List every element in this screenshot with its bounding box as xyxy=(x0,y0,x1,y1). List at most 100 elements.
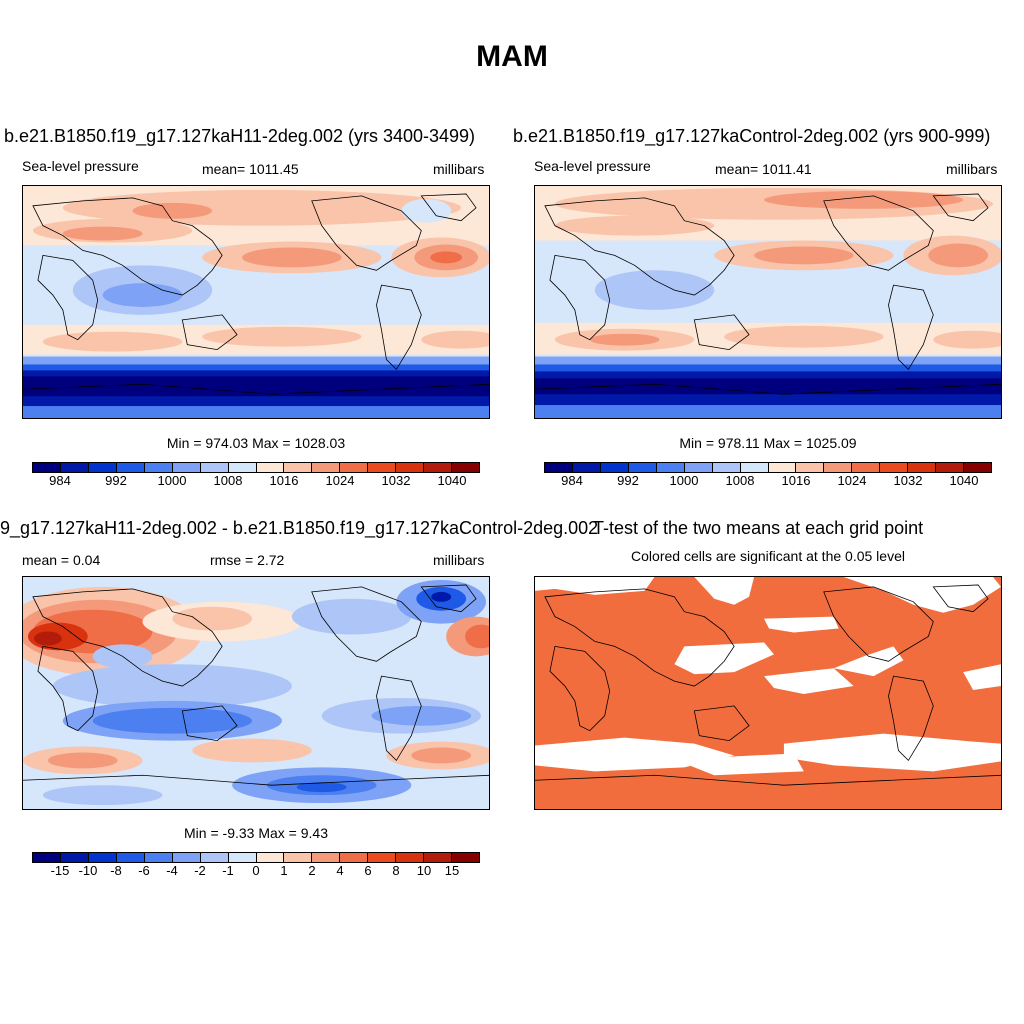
colorbar-swatch xyxy=(600,463,629,472)
colorbar-swatch xyxy=(740,463,769,472)
colorbar-tick-label: 0 xyxy=(252,863,260,878)
panel2-colorbar-wrap: 984 992 1000 1008 1016 1024 1032 1040 xyxy=(544,462,992,489)
colorbar-swatch xyxy=(368,853,397,862)
colorbar-swatch xyxy=(256,463,285,472)
colorbar-swatch xyxy=(340,853,369,862)
panel2-map xyxy=(534,185,1002,419)
colorbar-swatch xyxy=(712,463,741,472)
colorbar-swatch xyxy=(33,853,61,862)
colorbar-tick-label: 984 xyxy=(49,473,71,488)
colorbar-swatch xyxy=(796,463,825,472)
colorbar-tick-label: 992 xyxy=(105,473,127,488)
panel3-colorbar xyxy=(32,852,480,863)
colorbar-swatch xyxy=(60,463,89,472)
colorbar-tick-label: 1032 xyxy=(381,473,411,488)
colorbar-swatch xyxy=(33,463,61,472)
panel2-colorbar xyxy=(544,462,992,473)
panel3-minmax: Min = -9.33 Max = 9.43 xyxy=(184,825,328,841)
colorbar-swatch xyxy=(256,853,285,862)
colorbar-tick-label: -15 xyxy=(50,863,70,878)
colorbar-tick-label: 984 xyxy=(561,473,583,488)
panel1-minmax: Min = 974.03 Max = 1028.03 xyxy=(166,435,346,451)
significance-fill xyxy=(535,577,1001,809)
colorbar-swatch xyxy=(88,853,117,862)
colorbar-swatch xyxy=(368,463,397,472)
colorbar-swatch xyxy=(684,463,713,472)
colorbar-swatch xyxy=(424,463,453,472)
colorbar-swatch xyxy=(628,463,657,472)
colorbar-swatch xyxy=(200,853,229,862)
panel1-left-label: Sea-level pressure xyxy=(22,158,139,174)
colorbar-swatch xyxy=(284,463,313,472)
colorbar-swatch xyxy=(396,853,425,862)
colorbar-tick-label: 1008 xyxy=(725,473,755,488)
colorbar-swatch xyxy=(572,463,601,472)
panel1-map xyxy=(22,185,490,419)
colorbar-tick-label: 15 xyxy=(444,863,460,878)
colorbar-tick-label: 4 xyxy=(336,863,344,878)
colorbar-swatch xyxy=(200,463,229,472)
colorbar-tick-label: 1008 xyxy=(213,473,243,488)
colorbar-swatch xyxy=(824,463,853,472)
panel2-left-label: Sea-level pressure xyxy=(534,158,651,174)
panel3-map xyxy=(22,576,490,810)
colorbar-tick-label: 1024 xyxy=(837,473,867,488)
colorbar-swatch xyxy=(768,463,797,472)
panel3-rmse: rmse = 2.72 xyxy=(210,552,285,568)
colorbar-swatch xyxy=(452,853,479,862)
colorbar-tick-label: 6 xyxy=(364,863,372,878)
panel2-minmax: Min = 978.11 Max = 1025.09 xyxy=(679,435,857,451)
panel3-colorbar-ticks: -15 -10 -8 -6 -4 -2 -1 0 1 2 4 6 8 10 15 xyxy=(32,863,480,879)
panel4-title: T-test of the two means at each grid poi… xyxy=(593,518,924,538)
colorbar-tick-label: 1 xyxy=(280,863,288,878)
colorbar-tick-label: 8 xyxy=(392,863,400,878)
colorbar-tick-label: 1016 xyxy=(781,473,811,488)
colorbar-swatch xyxy=(284,853,313,862)
colorbar-swatch xyxy=(88,463,117,472)
colorbar-swatch xyxy=(228,853,257,862)
colorbar-tick-label: -10 xyxy=(78,863,98,878)
colorbar-tick-label: 10 xyxy=(416,863,432,878)
panel2-mean: mean= 1011.41 xyxy=(715,161,812,177)
colorbar-tick-label: 1040 xyxy=(949,473,979,488)
panel1-colorbar-wrap: 984 992 1000 1008 1016 1024 1032 1040 xyxy=(32,462,480,489)
panel4-subtitle: Colored cells are significant at the 0.0… xyxy=(631,548,905,564)
panel1-colorbar xyxy=(32,462,480,473)
panel2-title: b.e21.B1850.f19_g17.127kaControl-2deg.00… xyxy=(513,126,991,146)
colorbar-tick-label: -8 xyxy=(110,863,122,878)
colorbar-tick-label: 2 xyxy=(308,863,316,878)
panel4-map xyxy=(534,576,1002,810)
colorbar-swatch xyxy=(880,463,909,472)
panel3-title: 9_g17.127kaH11-2deg.002 - b.e21.B1850.f1… xyxy=(0,518,599,538)
colorbar-tick-label: -4 xyxy=(166,863,178,878)
colorbar-tick-label: 1016 xyxy=(269,473,299,488)
panel1-colorbar-ticks: 984 992 1000 1008 1016 1024 1032 1040 xyxy=(32,473,480,489)
colorbar-tick-label: -6 xyxy=(138,863,150,878)
colorbar-swatch xyxy=(964,463,991,472)
figure-title: MAM xyxy=(476,40,548,73)
colorbar-swatch xyxy=(228,463,257,472)
colorbar-swatch xyxy=(144,853,173,862)
colorbar-swatch xyxy=(936,463,965,472)
colorbar-swatch xyxy=(116,853,145,862)
colorbar-swatch xyxy=(312,463,341,472)
panel1-units: millibars xyxy=(433,161,485,177)
colorbar-tick-label: 1000 xyxy=(157,473,187,488)
colorbar-swatch xyxy=(545,463,573,472)
colorbar-swatch xyxy=(60,853,89,862)
colorbar-tick-label: -1 xyxy=(222,863,234,878)
panel2-units: millibars xyxy=(946,161,998,177)
colorbar-swatch xyxy=(172,853,201,862)
panel3-mean: mean = 0.04 xyxy=(22,552,101,568)
colorbar-tick-label: 1040 xyxy=(437,473,467,488)
colorbar-swatch xyxy=(424,853,453,862)
colorbar-swatch xyxy=(312,853,341,862)
colorbar-swatch xyxy=(396,463,425,472)
panel1-mean: mean= 1011.45 xyxy=(202,161,299,177)
colorbar-swatch xyxy=(340,463,369,472)
colorbar-swatch xyxy=(908,463,937,472)
colorbar-swatch xyxy=(656,463,685,472)
colorbar-swatch xyxy=(172,463,201,472)
panel2-colorbar-ticks: 984 992 1000 1008 1016 1024 1032 1040 xyxy=(544,473,992,489)
colorbar-tick-label: 1032 xyxy=(893,473,923,488)
